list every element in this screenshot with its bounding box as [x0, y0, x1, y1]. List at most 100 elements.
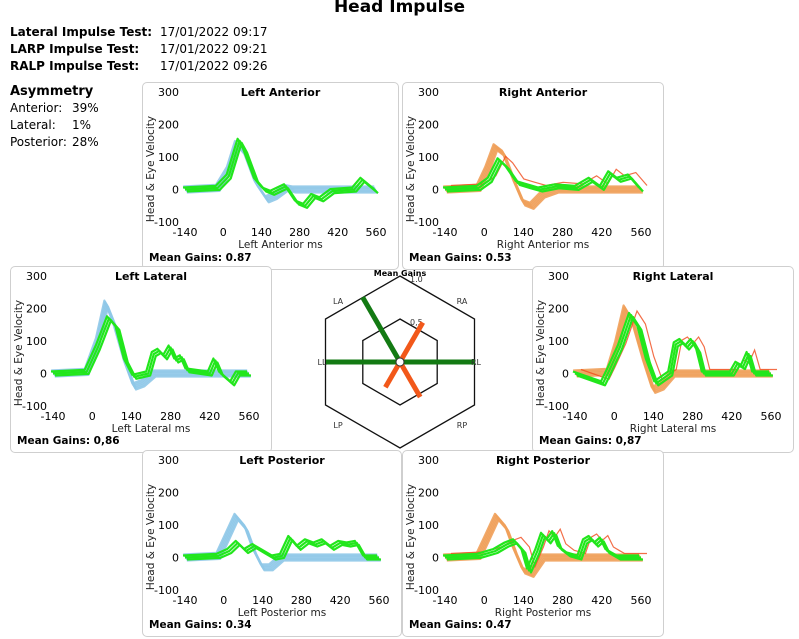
radar-axis-label: LL	[318, 358, 327, 367]
x-tick-label: 280	[552, 594, 573, 607]
y-tick-label: 300	[418, 454, 439, 467]
radar-bar-rp	[397, 360, 423, 399]
test-row-lateral: Lateral Impulse Test: 17/01/2022 09:17	[10, 24, 268, 41]
y-tick-label: 200	[548, 303, 569, 316]
test-times: Lateral Impulse Test: 17/01/2022 09:17 L…	[10, 24, 268, 75]
x-tick-label: 140	[513, 226, 534, 239]
chart-right-anterior: 300 200 100 0 -100 -140 0 140 280 420 560 Right Ant…	[402, 82, 664, 270]
x-tick-label: -140	[173, 226, 198, 239]
asymmetry-lateral: Lateral: 1%	[10, 117, 99, 134]
x-axis-label: Left Anterior ms	[238, 239, 323, 251]
x-tick-label: 560	[631, 226, 652, 239]
chart-title: Left Anterior	[240, 86, 321, 99]
chart-svg: 300 200 100 0 -100-140 0 140 280 420 560 Left Ante…	[145, 86, 387, 251]
y-axis-label: Head & Eye Velocity	[535, 300, 547, 406]
y-tick-label: -100	[22, 400, 47, 413]
y-tick-label: 200	[158, 119, 179, 132]
radar-axis-label: LP	[333, 421, 342, 430]
asymmetry-anterior: Anterior: 39%	[10, 100, 99, 117]
x-tick-label: 140	[251, 226, 272, 239]
eye-velocity-trace	[182, 137, 375, 205]
asymmetry-title: Asymmetry	[10, 84, 94, 99]
mean-gains-label: Mean Gains: 0.53	[409, 252, 512, 264]
y-tick-label: 300	[26, 270, 47, 283]
eye-velocity-trace	[576, 315, 773, 387]
x-tick-label: -140	[41, 410, 66, 423]
mean-gains-label: Mean Gains: 0.87	[149, 252, 252, 264]
asymmetry-value: 28%	[72, 135, 99, 149]
y-axis-label: Head & Eye Velocity	[405, 484, 417, 590]
y-tick-label: 0	[40, 368, 47, 381]
y-tick-label: 100	[418, 151, 439, 164]
mean-gains-label: Mean Gains: 0.34	[149, 619, 252, 631]
y-tick-label: 0	[432, 552, 439, 565]
x-tick-label: 280	[291, 594, 312, 607]
x-tick-label: 420	[199, 410, 220, 423]
chart-right-lateral: 300 200 100 0 -100 -140 0 140 280 420 560 Right Lat…	[532, 266, 794, 453]
y-axis-label: Head & Eye Velocity	[145, 116, 157, 222]
y-tick-label: 100	[26, 335, 47, 348]
x-tick-label: 140	[252, 594, 273, 607]
page-title: Head Impulse	[333, 0, 466, 17]
radar-bar-la	[360, 295, 403, 364]
x-tick-label: 560	[239, 410, 260, 423]
y-tick-label: 0	[432, 184, 439, 197]
radar-ring	[324, 275, 476, 449]
eye-velocity-trace	[186, 538, 381, 561]
radar-ring-label: 1.0	[410, 275, 423, 284]
test-label: Lateral Impulse Test:	[10, 25, 153, 39]
y-tick-label: 200	[418, 487, 439, 500]
test-row-ralp: RALP Impulse Test: 17/01/2022 09:26	[10, 58, 268, 75]
x-tick-label: 140	[643, 410, 664, 423]
x-tick-label: 560	[369, 594, 390, 607]
eye-velocity-trace	[54, 319, 251, 387]
y-tick-label: 100	[158, 151, 179, 164]
mean-gains-label: Mean Gains: 0,87	[539, 435, 642, 447]
test-label: RALP Impulse Test:	[10, 59, 140, 73]
radar-ring-label: 0,5	[410, 318, 423, 327]
mean-gains-label: Mean Gains: 0.47	[409, 619, 512, 631]
y-tick-label: 300	[418, 86, 439, 99]
x-axis-label: Right Lateral ms	[630, 423, 717, 435]
chart-title: Right Lateral	[632, 270, 714, 283]
eye-velocity-trace	[184, 139, 377, 207]
y-tick-label: 200	[418, 119, 439, 132]
asymmetry-label: Lateral:	[10, 118, 56, 132]
x-tick-label: -140	[173, 594, 198, 607]
x-tick-label: 280	[289, 226, 310, 239]
y-tick-label: 300	[548, 270, 569, 283]
chart-svg: 300 200 100 0 -100-140 0 140 280 420 560 Left Late…	[13, 270, 260, 435]
eye-velocity-trace	[186, 141, 379, 209]
chart-svg: 300 200 100 0 -100-140 0 140 280 420 560 Right Lat…	[535, 270, 782, 435]
radar-bar-lp	[383, 360, 403, 389]
asymmetry-block: Asymmetry Anterior: 39% Lateral: 1% Post…	[10, 83, 99, 151]
y-axis-label: Head & Eye Velocity	[145, 484, 157, 590]
y-tick-label: 100	[548, 335, 569, 348]
saccade-trace	[450, 527, 647, 569]
test-datetime: 17/01/2022 09:21	[160, 42, 268, 56]
x-tick-label: 280	[682, 410, 703, 423]
test-label: LARP Impulse Test:	[10, 42, 140, 56]
x-axis-label: Right Anterior ms	[497, 239, 589, 251]
chart-title: Right Anterior	[498, 86, 588, 99]
y-tick-label: -100	[414, 216, 439, 229]
x-tick-label: 0	[481, 226, 488, 239]
asymmetry-posterior: Posterior: 28%	[10, 134, 99, 151]
x-tick-label: 280	[160, 410, 181, 423]
y-tick-label: 100	[158, 519, 179, 532]
x-tick-label: 420	[327, 226, 348, 239]
x-tick-label: 560	[366, 226, 387, 239]
x-tick-label: 0	[220, 594, 227, 607]
x-tick-label: -140	[433, 226, 458, 239]
y-axis-label: Head & Eye Velocity	[405, 116, 417, 222]
eye-velocity-trace	[446, 533, 643, 574]
x-axis-label: Right Posterior ms	[495, 607, 591, 619]
y-tick-label: 0	[172, 184, 179, 197]
x-tick-label: 420	[721, 410, 742, 423]
x-tick-label: 0	[89, 410, 96, 423]
test-datetime: 17/01/2022 09:17	[160, 25, 268, 39]
test-datetime: 17/01/2022 09:26	[160, 59, 268, 73]
radar-axis-label: RA	[457, 297, 468, 306]
x-tick-label: 0	[220, 226, 227, 239]
